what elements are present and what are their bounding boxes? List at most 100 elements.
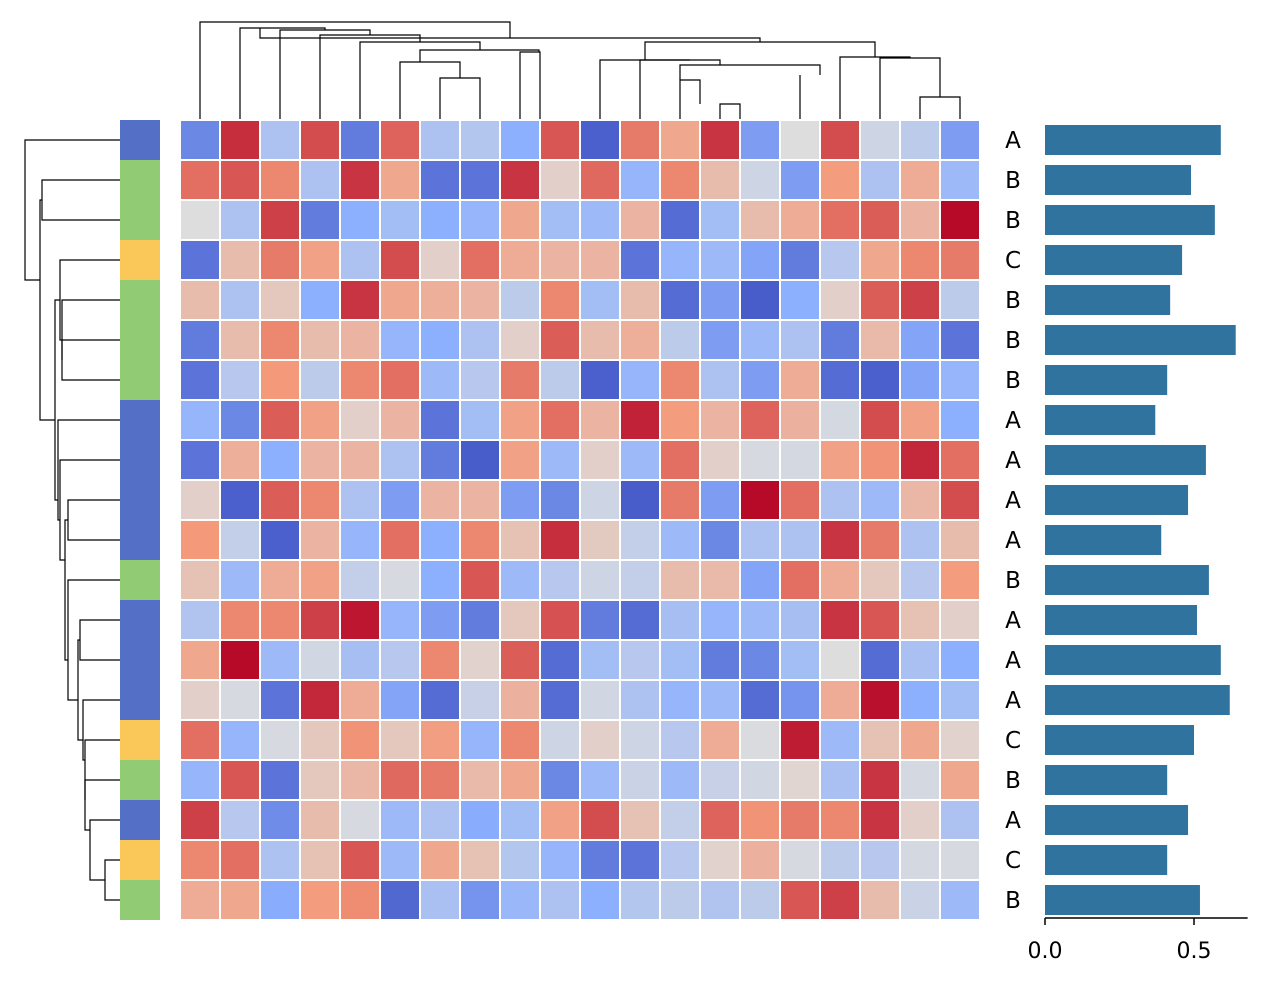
heatmap-cell bbox=[499, 159, 541, 201]
col-dendrogram-link bbox=[519, 51, 541, 120]
heatmap-cell bbox=[539, 839, 581, 881]
heatmap-cell bbox=[659, 639, 701, 681]
heatmap-cell bbox=[299, 359, 341, 401]
heatmap-cell bbox=[619, 599, 661, 641]
bar bbox=[1045, 285, 1171, 315]
heatmap-cell bbox=[259, 799, 301, 841]
heatmap-cell bbox=[659, 119, 701, 161]
heatmap-cell bbox=[459, 239, 501, 281]
heatmap-cell bbox=[899, 119, 941, 161]
heatmap-cell bbox=[739, 599, 781, 641]
row-dendrogram-link bbox=[59, 459, 120, 561]
row-color-cell bbox=[120, 360, 160, 400]
heatmap-cell bbox=[179, 239, 221, 281]
heatmap-cell bbox=[899, 159, 941, 201]
heatmap-cell bbox=[659, 279, 701, 321]
heatmap-cell bbox=[939, 279, 981, 321]
heatmap-cell bbox=[819, 159, 861, 201]
heatmap-cell bbox=[179, 759, 221, 801]
heatmap-cell bbox=[659, 439, 701, 481]
bar-chart bbox=[1045, 125, 1236, 915]
heatmap-cell bbox=[899, 479, 941, 521]
heatmap-cell bbox=[699, 799, 741, 841]
heatmap-cell bbox=[779, 759, 821, 801]
bar bbox=[1045, 245, 1183, 275]
heatmap-cell bbox=[299, 319, 341, 361]
heatmap-cell bbox=[739, 399, 781, 441]
bar bbox=[1045, 325, 1236, 355]
heatmap-cell bbox=[779, 519, 821, 561]
heatmap-cell bbox=[339, 399, 381, 441]
column-dendrogram bbox=[199, 21, 961, 120]
heatmap-cell bbox=[739, 119, 781, 161]
bar-axis-tick-label: 0.0 bbox=[1028, 939, 1063, 964]
heatmap-cell bbox=[579, 239, 621, 281]
heatmap-cell bbox=[939, 839, 981, 881]
heatmap-cell bbox=[259, 519, 301, 561]
heatmap-cell bbox=[339, 879, 381, 921]
heatmap-cell bbox=[579, 679, 621, 721]
col-dendrogram-link bbox=[599, 59, 690, 120]
heatmap-cell bbox=[379, 599, 421, 641]
heatmap-cell bbox=[419, 239, 461, 281]
heatmap-cell bbox=[699, 679, 741, 721]
heatmap-cell bbox=[499, 119, 541, 161]
heatmap-cell bbox=[819, 119, 861, 161]
bar-x-axis: 0.0 0.5 bbox=[1028, 917, 1248, 964]
heatmap-cell bbox=[219, 559, 261, 601]
heatmap-cell bbox=[819, 439, 861, 481]
heatmap-cell bbox=[699, 319, 741, 361]
heatmap-cell bbox=[939, 199, 981, 241]
heatmap-cell bbox=[259, 159, 301, 201]
heatmap-cell bbox=[779, 679, 821, 721]
heatmap-cell bbox=[699, 519, 741, 561]
heatmap-cell bbox=[259, 719, 301, 761]
row-label: B bbox=[1005, 568, 1021, 594]
heatmap-cell bbox=[579, 279, 621, 321]
heatmap-cell bbox=[379, 839, 421, 881]
heatmap-cell bbox=[379, 719, 421, 761]
bar bbox=[1045, 565, 1209, 595]
heatmap-cell bbox=[739, 639, 781, 681]
heatmap-cell bbox=[259, 399, 301, 441]
heatmap-cell bbox=[579, 199, 621, 241]
heatmap-cell bbox=[459, 679, 501, 721]
heatmap-cell bbox=[259, 239, 301, 281]
heatmap-cell bbox=[379, 559, 421, 601]
row-color-cell bbox=[120, 160, 160, 200]
heatmap-cell bbox=[299, 159, 341, 201]
heatmap-cell bbox=[659, 159, 701, 201]
heatmap-cell bbox=[899, 759, 941, 801]
heatmap-cell bbox=[739, 279, 781, 321]
heatmap-cell bbox=[499, 559, 541, 601]
heatmap-cell bbox=[499, 839, 541, 881]
heatmap-cell bbox=[699, 199, 741, 241]
row-dendrogram-link bbox=[89, 819, 120, 881]
heatmap-cell bbox=[859, 559, 901, 601]
heatmap-cell bbox=[259, 279, 301, 321]
row-dendrogram-link bbox=[67, 499, 120, 541]
heatmap-cell bbox=[619, 119, 661, 161]
heatmap-cell bbox=[179, 159, 221, 201]
heatmap-cell bbox=[419, 199, 461, 241]
heatmap-cell bbox=[739, 479, 781, 521]
heatmap-cell bbox=[699, 639, 741, 681]
heatmap-cell bbox=[259, 119, 301, 161]
heatmap-cell bbox=[539, 519, 581, 561]
col-dendrogram-link bbox=[679, 79, 701, 120]
heatmap-cell bbox=[699, 159, 741, 201]
heatmap-cell bbox=[899, 799, 941, 841]
heatmap-cell bbox=[339, 679, 381, 721]
heatmap-cell bbox=[459, 879, 501, 921]
heatmap-cell bbox=[179, 399, 221, 441]
bar bbox=[1045, 485, 1189, 515]
heatmap-cell bbox=[459, 199, 501, 241]
heatmap-cell bbox=[659, 799, 701, 841]
heatmap-cell bbox=[459, 359, 501, 401]
heatmap-cell bbox=[739, 559, 781, 601]
heatmap-cell bbox=[379, 359, 421, 401]
heatmap-cell bbox=[539, 359, 581, 401]
heatmap-cell bbox=[259, 319, 301, 361]
heatmap-cell bbox=[819, 239, 861, 281]
heatmap-cell bbox=[339, 199, 381, 241]
